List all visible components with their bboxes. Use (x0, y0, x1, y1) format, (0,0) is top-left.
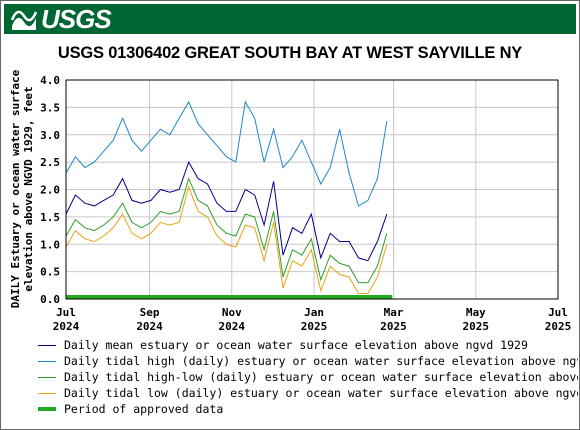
legend-swatch (38, 407, 56, 411)
x-tick-year: 2025 (545, 320, 572, 333)
legend-label: Daily tidal low (daily) estuary or ocean… (64, 386, 578, 400)
chart-title: USGS 01306402 GREAT SOUTH BAY AT WEST SA… (57, 44, 523, 62)
usgs-wave-icon (10, 10, 38, 30)
chart-legend: Daily mean estuary or ocean water surfac… (38, 337, 578, 417)
x-tick-year: 2024 (219, 320, 246, 333)
legend-label: Period of approved data (64, 402, 224, 416)
grid-layer (65, 79, 559, 300)
legend-entry: Daily mean estuary or ocean water surfac… (38, 337, 578, 353)
legend-label: Daily tidal high (daily) estuary or ocea… (64, 354, 578, 368)
axis-layer: 0.00.51.01.52.02.53.03.54.0Jul2024Sep202… (40, 74, 571, 333)
legend-swatch (38, 392, 56, 394)
y-tick-label: 1.5 (40, 211, 60, 224)
legend-label: Daily mean estuary or ocean water surfac… (64, 338, 528, 352)
x-tick-month: Sep (140, 306, 160, 319)
y-tick-label: 2.5 (40, 156, 60, 169)
y-tick-label: 3.5 (40, 101, 60, 114)
y-axis-title-line-2: elevation above NGVD 1929, feet (22, 86, 35, 291)
x-tick-year: 2025 (301, 320, 328, 333)
plot-border (65, 79, 559, 300)
legend-label: Daily tidal high-low (daily) estuary or … (64, 370, 578, 384)
usgs-header-bar: USGS (4, 4, 576, 34)
y-tick-label: 0.0 (40, 293, 60, 306)
x-tick-year: 2024 (53, 320, 80, 333)
series-layer (65, 100, 393, 299)
legend-swatch (38, 344, 56, 346)
y-tick-label: 4.0 (40, 74, 60, 87)
legend-entry: Daily tidal high-low (daily) estuary or … (38, 369, 578, 385)
x-tick-month: May (466, 306, 486, 319)
y-axis-title-line-1: DAILY Estuary or ocean water surface (9, 69, 22, 308)
x-tick-month: Nov (222, 306, 242, 319)
x-tick-month: Jul (548, 306, 568, 319)
legend-entry: Daily tidal high (daily) estuary or ocea… (38, 353, 578, 369)
x-tick-month: Jan (304, 306, 324, 319)
x-tick-year: 2024 (136, 320, 163, 333)
usgs-logo: USGS (10, 4, 112, 34)
y-tick-label: 3.0 (40, 129, 60, 142)
y-tick-label: 0.5 (40, 266, 60, 279)
x-tick-month: Mar (384, 306, 404, 319)
series-line-2 (65, 100, 388, 207)
series-line-3 (65, 177, 388, 284)
x-tick-month: Jul (56, 306, 76, 319)
legend-swatch (38, 360, 56, 362)
series-line-4 (65, 185, 388, 294)
y-tick-label: 1.0 (40, 238, 60, 251)
legend-entry: Daily tidal low (daily) estuary or ocean… (38, 385, 578, 401)
legend-swatch (38, 376, 56, 378)
legend-entry: Period of approved data (38, 401, 578, 417)
series-line-1 (65, 160, 388, 262)
x-tick-year: 2025 (463, 320, 490, 333)
x-tick-year: 2025 (380, 320, 407, 333)
usgs-logo-text: USGS (41, 4, 112, 34)
y-tick-label: 2.0 (40, 184, 60, 197)
